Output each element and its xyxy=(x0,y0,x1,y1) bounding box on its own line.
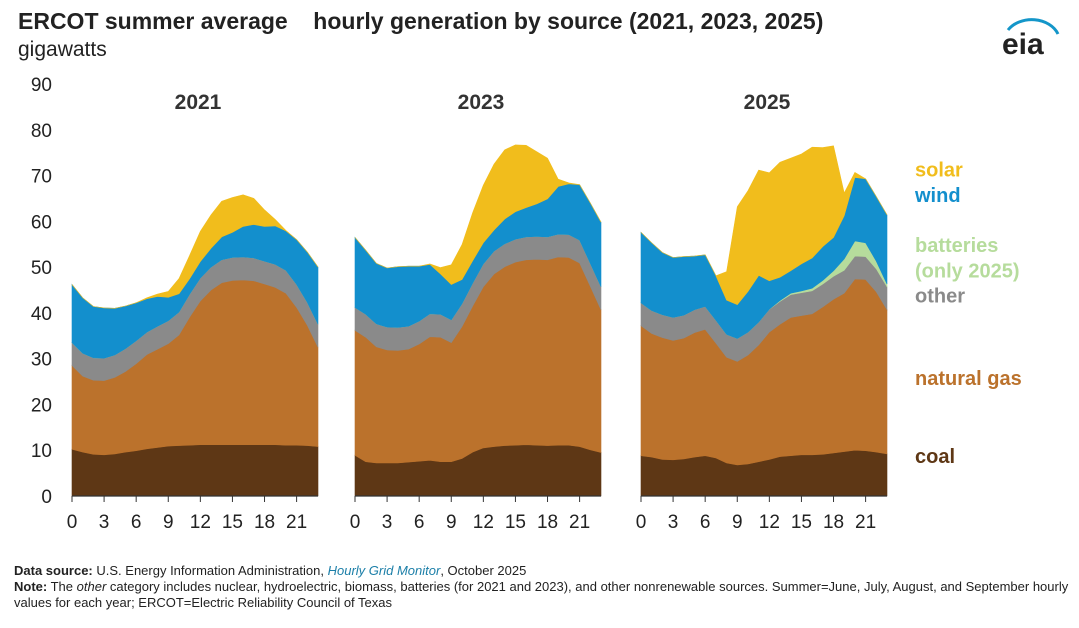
x-tick-label-2025-12: 12 xyxy=(759,512,780,533)
x-tick-label-2023-15: 15 xyxy=(505,512,526,533)
data-source-text-b: , October 2025 xyxy=(440,563,527,578)
x-tick-label-2023-0: 0 xyxy=(350,512,361,533)
x-tick-label-2025-21: 21 xyxy=(855,512,876,533)
x-tick-label-2025-9: 9 xyxy=(732,512,743,533)
area-2021-solar xyxy=(71,194,319,309)
y-tick-label-40: 40 xyxy=(31,304,52,325)
chart-title-right: hourly generation by source (2021, 2023,… xyxy=(313,8,824,34)
panel-2025: 0 3 6 9 12 15 18 21 2025 xyxy=(636,91,888,533)
x-tick-label-2021-12: 12 xyxy=(190,512,211,533)
x-tick-label-2023-6: 6 xyxy=(414,512,425,533)
y-tick-label-60: 60 xyxy=(31,212,52,233)
y-tick-label-80: 80 xyxy=(31,121,52,142)
chart-title: ERCOT summer average hourly generation b… xyxy=(18,8,823,35)
data-source-label: Data source: xyxy=(14,563,93,578)
legend-label-wind: wind xyxy=(914,185,961,207)
note-label: Note: xyxy=(14,579,48,594)
note-line: Note: The other category includes nuclea… xyxy=(14,579,1069,611)
note-text-a: The xyxy=(50,579,74,594)
panel-2021: 0 3 6 9 12 15 18 21 2021 xyxy=(67,91,319,533)
legend-label-other: other xyxy=(915,286,965,308)
footer-notes: Data source: U.S. Energy Information Adm… xyxy=(14,563,1069,611)
x-tick-label-2021-0: 0 xyxy=(67,512,78,533)
x-tick-label-2023-9: 9 xyxy=(446,512,457,533)
chart-title-left: ERCOT summer average xyxy=(18,8,288,34)
eia-logo: eia xyxy=(1002,18,1060,60)
legend-label-solar: solar xyxy=(915,160,963,182)
y-tick-label-50: 50 xyxy=(31,258,52,279)
panel-title-2021: 2021 xyxy=(175,91,222,114)
legend-label-natural-gas: natural gas xyxy=(915,368,1022,390)
x-tick-label-2021-21: 21 xyxy=(286,512,307,533)
y-tick-label-10: 10 xyxy=(31,441,52,462)
hourly-grid-monitor-link[interactable]: Hourly Grid Monitor xyxy=(327,563,441,578)
x-tick-label-2025-15: 15 xyxy=(791,512,812,533)
y-tick-label-0: 0 xyxy=(41,487,52,508)
x-tick-label-2023-21: 21 xyxy=(569,512,590,533)
y-tick-label-20: 20 xyxy=(31,395,52,416)
x-tick-label-2023-12: 12 xyxy=(473,512,494,533)
data-source-line: Data source: U.S. Energy Information Adm… xyxy=(14,563,1069,579)
x-tick-label-2023-18: 18 xyxy=(537,512,558,533)
data-source-text-a: U.S. Energy Information Administration, xyxy=(96,563,324,578)
legend-label-batteries2: (only 2025) xyxy=(915,260,1019,282)
x-tick-label-2021-15: 15 xyxy=(222,512,243,533)
x-tick-label-2025-6: 6 xyxy=(700,512,711,533)
note-text-b: category includes nuclear, hydroelectric… xyxy=(14,579,1069,610)
x-tick-label-2021-3: 3 xyxy=(99,512,110,533)
x-tick-label-2025-3: 3 xyxy=(668,512,679,533)
y-tick-label-90: 90 xyxy=(31,75,52,96)
area-2025-solar xyxy=(640,145,888,305)
panel-title-2023: 2023 xyxy=(458,91,505,114)
x-tick-label-2021-9: 9 xyxy=(163,512,174,533)
note-italic-other: other xyxy=(76,579,107,594)
y-tick-label-70: 70 xyxy=(31,167,52,188)
x-tick-label-2025-0: 0 xyxy=(636,512,647,533)
x-tick-label-2025-18: 18 xyxy=(823,512,844,533)
x-tick-label-2023-3: 3 xyxy=(382,512,393,533)
panel-title-2025: 2025 xyxy=(744,91,791,114)
panel-2023: 0 3 6 9 12 15 18 21 2023 xyxy=(350,91,602,533)
y-axis-units: gigawatts xyxy=(18,38,107,61)
x-tick-label-2021-6: 6 xyxy=(131,512,142,533)
x-tick-label-2021-18: 18 xyxy=(254,512,275,533)
y-tick-label-30: 30 xyxy=(31,350,52,371)
legend-label-coal: coal xyxy=(915,446,955,468)
area-2023-solar xyxy=(354,144,602,285)
eia-logo-text: eia xyxy=(1002,28,1044,60)
legend-label-batteries: batteries xyxy=(915,235,998,257)
